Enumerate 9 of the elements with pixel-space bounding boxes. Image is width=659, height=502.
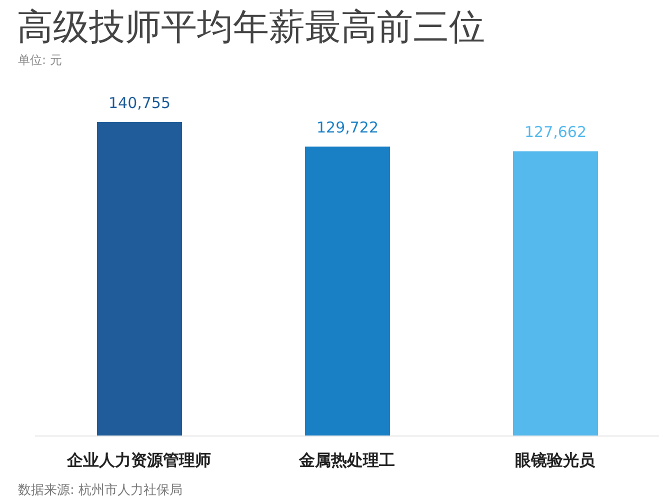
x-tick-label: 金属热处理工 xyxy=(298,450,395,470)
data-label: 127,662 xyxy=(524,123,587,142)
data-label: 129,722 xyxy=(316,118,379,137)
chart-subtitle: 单位: 元 xyxy=(18,52,62,68)
chart-title: 高级技师平均年薪最高前三位 xyxy=(17,6,485,50)
data-label: 140,755 xyxy=(108,94,171,112)
source-note: 数据来源: 杭州市人力社保局 xyxy=(18,482,183,500)
x-tick-label: 企业人力资源管理师 xyxy=(66,450,211,470)
x-tick-label: 眼镜验光员 xyxy=(515,450,596,470)
